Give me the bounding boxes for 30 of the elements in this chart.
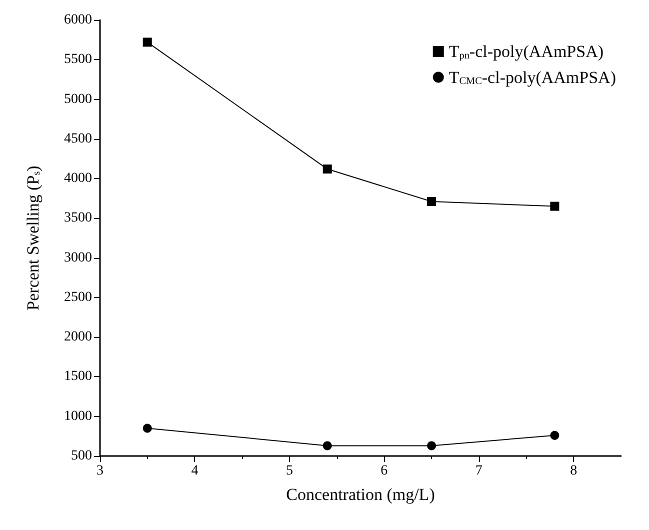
point xyxy=(322,441,332,450)
y-tick-label: 5000 xyxy=(64,92,92,107)
x-axis-title: Concentration (mg/L) xyxy=(286,485,435,504)
x-tick-label: 7 xyxy=(475,464,482,478)
legend-label: TCMC-cl-poly(AAmPSA) xyxy=(448,68,616,87)
y-tick-label: 2500 xyxy=(64,290,92,305)
y-tick-label: 5500 xyxy=(64,52,92,68)
x-tick-label: 6 xyxy=(380,464,388,478)
point xyxy=(550,202,560,211)
point xyxy=(142,424,152,433)
y-tick-label: 6000 xyxy=(64,12,92,28)
y-tick-label: 3000 xyxy=(64,250,92,266)
y-tick-label: 1500 xyxy=(64,369,92,384)
point xyxy=(427,441,436,450)
point xyxy=(550,430,560,440)
point xyxy=(322,164,332,174)
legend-label: Tpn-cl-poly(AAmPSA) xyxy=(448,42,604,62)
y-tick-label: 4500 xyxy=(64,131,92,146)
x-tick-label: 4 xyxy=(191,464,198,478)
y-tick-label: 2000 xyxy=(64,330,92,345)
point xyxy=(142,38,152,47)
x-tick-label: 8 xyxy=(570,464,578,478)
y-tick-label: 3500 xyxy=(64,210,92,226)
y-tick-label: 4000 xyxy=(64,171,92,186)
y-tick-label: 1000 xyxy=(64,408,92,424)
x-tick-label: 3 xyxy=(96,464,104,478)
point xyxy=(427,197,436,206)
y-tick-label: 500 xyxy=(71,448,92,464)
y-axis-title: Percent Swelling (Ps) xyxy=(23,166,42,310)
x-tick-label: 5 xyxy=(286,464,293,478)
